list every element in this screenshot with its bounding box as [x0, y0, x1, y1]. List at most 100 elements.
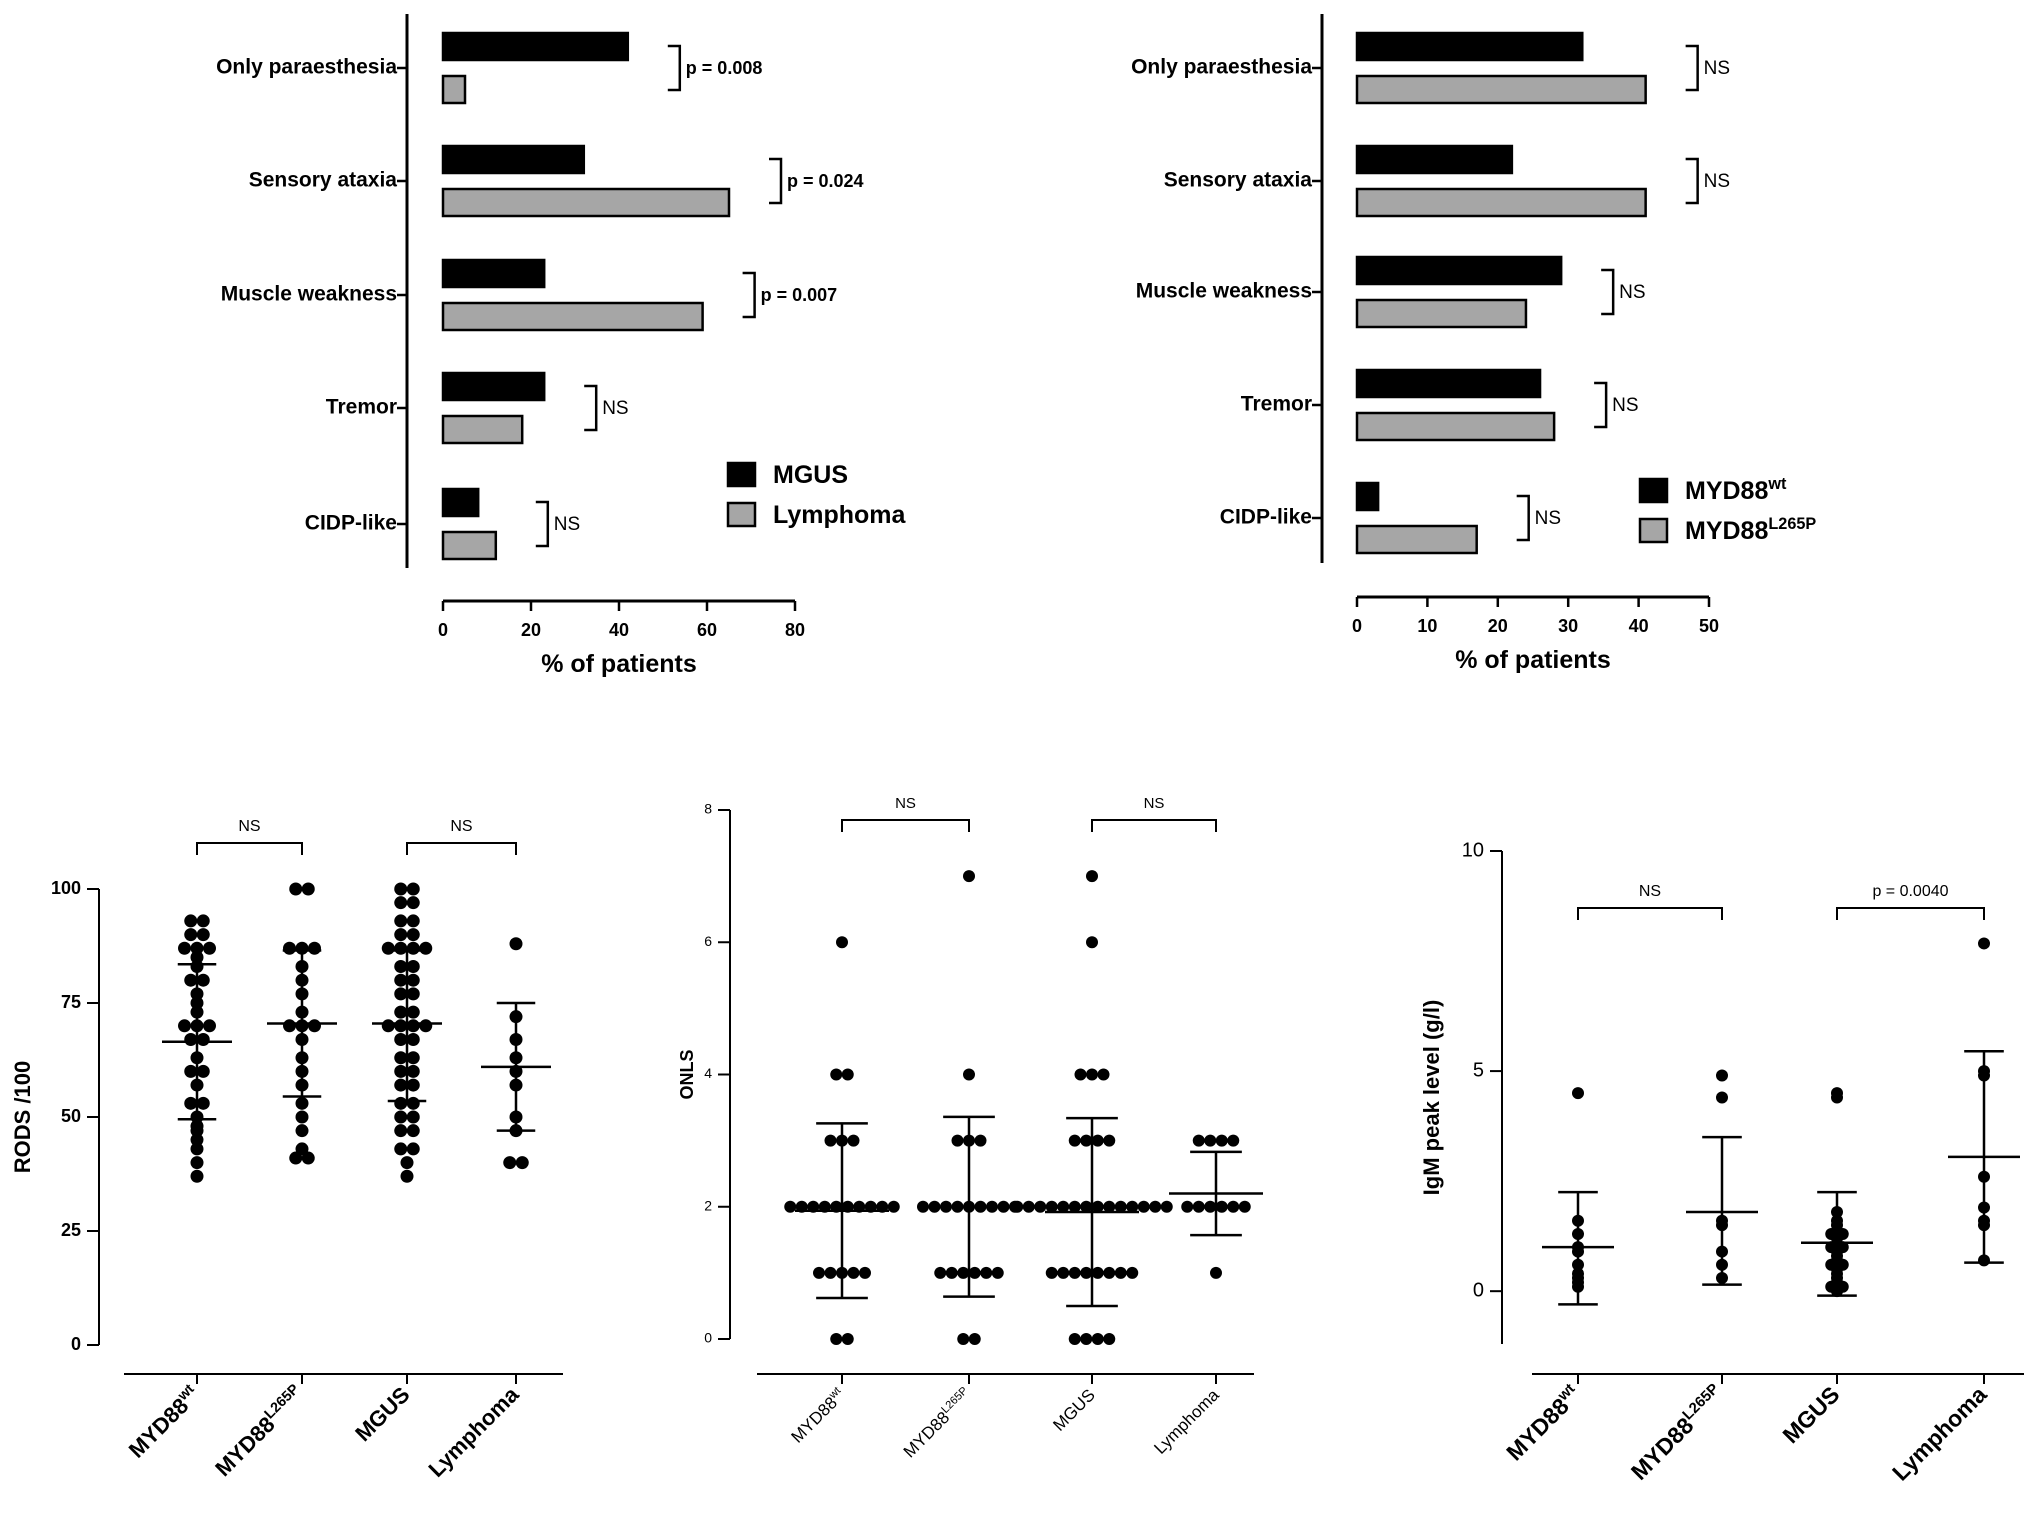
- data-point-mgus: [1831, 1091, 1843, 1104]
- group-label-mgus: MGUS: [1777, 1381, 1844, 1448]
- significance-bracket: [535, 500, 550, 548]
- bar-lymphoma-tremor: [441, 414, 524, 445]
- data-point-mgus: [419, 1019, 433, 1033]
- data-point-mgus: [1022, 1200, 1035, 1213]
- data-point-mgus: [1126, 1200, 1139, 1213]
- data-point-myd88wt: [184, 1032, 198, 1046]
- data-point-myd88wt: [196, 1032, 210, 1046]
- data-point-myd88l265p: [963, 870, 975, 883]
- group-label-mgus-base: MGUS: [350, 1382, 414, 1446]
- bar-mgus-cidp-like: [441, 487, 480, 518]
- data-point-mgus: [1091, 1333, 1104, 1345]
- group-label-myd88l265p-base: MYD88: [210, 1412, 280, 1482]
- data-point-myd88wt: [190, 950, 204, 964]
- data-point-myd88wt: [190, 1156, 204, 1170]
- data-point-mgus: [1074, 1068, 1087, 1081]
- data-point-mgus: [406, 960, 420, 974]
- y-tick-label: 6: [704, 933, 712, 949]
- bar-myd88wt-sensory-ataxia: [1355, 144, 1514, 175]
- data-point-mgus: [1068, 1333, 1081, 1345]
- data-point-mgus: [394, 1124, 408, 1138]
- data-point-mgus: [406, 1051, 420, 1065]
- legend-label-superscript: L265P: [1768, 515, 1816, 533]
- data-point-mgus: [1103, 1134, 1116, 1147]
- x-tick-label: 60: [697, 620, 717, 640]
- data-point-mgus: [394, 882, 408, 896]
- data-point-myd88l265p: [951, 1134, 964, 1147]
- data-point-myd88l265p: [963, 1068, 975, 1081]
- category-label-sensory-ataxia: Sensory ataxia: [1164, 169, 1313, 192]
- data-point-myd88wt: [841, 1068, 854, 1081]
- data-point-mgus: [1045, 1200, 1058, 1213]
- data-point-mgus: [1011, 1200, 1024, 1213]
- data-point-mgus: [381, 941, 395, 955]
- data-point-mgus: [406, 1124, 420, 1138]
- data-point-mgus: [394, 941, 408, 955]
- data-point-mgus: [1080, 1333, 1093, 1345]
- y-axis-label: ONLS: [677, 1049, 697, 1099]
- category-label-only-paraesthesia: Only paraesthesia: [216, 56, 397, 79]
- data-point-myd88l265p: [283, 941, 296, 955]
- data-point-myd88wt: [190, 1124, 204, 1138]
- data-point-myd88wt: [836, 936, 848, 949]
- data-point-myd88wt: [830, 1068, 843, 1081]
- data-point-mgus: [1091, 1200, 1104, 1213]
- data-point-myd88wt: [184, 1064, 198, 1078]
- data-point-myd88l265p: [974, 1134, 987, 1147]
- data-point-myd88wt: [178, 941, 191, 955]
- group-label-mgus-base: MGUS: [1049, 1385, 1098, 1434]
- significance-bracket: [769, 157, 783, 205]
- data-point-myd88l265p: [295, 1110, 309, 1124]
- group-label-myd88l265p-superscript: L265P: [262, 1381, 303, 1422]
- data-point-mgus: [406, 1110, 420, 1124]
- data-point-myd88wt: [887, 1200, 900, 1213]
- data-point-myd88wt: [178, 1019, 191, 1033]
- data-point-mgus: [394, 987, 408, 1001]
- data-point-lymphoma: [1215, 1200, 1228, 1213]
- x-tick-label: 20: [1488, 616, 1508, 636]
- x-tick-label: 10: [1417, 616, 1437, 636]
- significance-label: NS: [1535, 508, 1561, 529]
- category-label-muscle-weakness: Muscle weakness: [221, 283, 397, 306]
- group-label-myd88wt-base: MYD88: [787, 1393, 841, 1447]
- x-axis-label: % of patients: [541, 650, 697, 678]
- group-label-myd88l265p: MYD88L265P: [899, 1385, 976, 1462]
- data-point-myd88wt: [830, 1333, 843, 1345]
- comparison-bracket: [1091, 819, 1217, 832]
- data-point-mgus: [1086, 870, 1098, 883]
- data-point-mgus: [1086, 1068, 1098, 1081]
- data-point-myd88l265p: [295, 1142, 309, 1156]
- data-point-mgus: [1126, 1266, 1139, 1279]
- data-point-mgus: [1103, 1200, 1116, 1213]
- y-axis-label: IgM peak level (g/l): [1419, 1000, 1444, 1196]
- y-tick-label: 5: [1473, 1059, 1484, 1081]
- data-point-mgus: [1080, 1200, 1093, 1213]
- category-label-tremor: Tremor: [326, 396, 397, 419]
- data-point-myd88l265p: [301, 882, 315, 896]
- data-point-mgus: [1149, 1200, 1162, 1213]
- data-point-myd88l265p: [968, 1266, 981, 1279]
- significance-bracket: [667, 44, 682, 92]
- data-point-myd88wt: [1572, 1087, 1584, 1100]
- group-label-mgus: MGUS: [1049, 1385, 1098, 1434]
- data-point-lymphoma: [1192, 1200, 1205, 1213]
- data-point-mgus: [406, 1096, 420, 1110]
- group-label-myd88wt: MYD88wt: [1500, 1380, 1585, 1465]
- data-point-mgus: [1080, 1266, 1093, 1279]
- data-point-myd88l265p: [1716, 1069, 1728, 1082]
- category-label-cidp-like: CIDP-like: [305, 512, 397, 535]
- bar-lymphoma-sensory-ataxia: [441, 187, 731, 218]
- data-point-lymphoma: [1227, 1200, 1240, 1213]
- bar-myd88l265p-tremor: [1355, 411, 1556, 442]
- group-label-mgus: MGUS: [350, 1382, 414, 1446]
- bar-chart-mgus-lymphoma: 0 20 40 60 80 % of patients Only paraesthesia p…: [216, 14, 907, 678]
- data-point-lymphoma: [515, 1156, 529, 1170]
- data-point-mgus: [406, 928, 420, 942]
- x-tick-label: 0: [438, 620, 448, 640]
- data-point-mgus: [406, 1142, 420, 1156]
- data-point-mgus: [394, 1096, 408, 1110]
- data-point-mgus: [394, 928, 408, 942]
- category-label-cidp-like: CIDP-like: [1220, 506, 1312, 529]
- significance-label: NS: [602, 398, 628, 419]
- data-point-mgus: [406, 1005, 420, 1019]
